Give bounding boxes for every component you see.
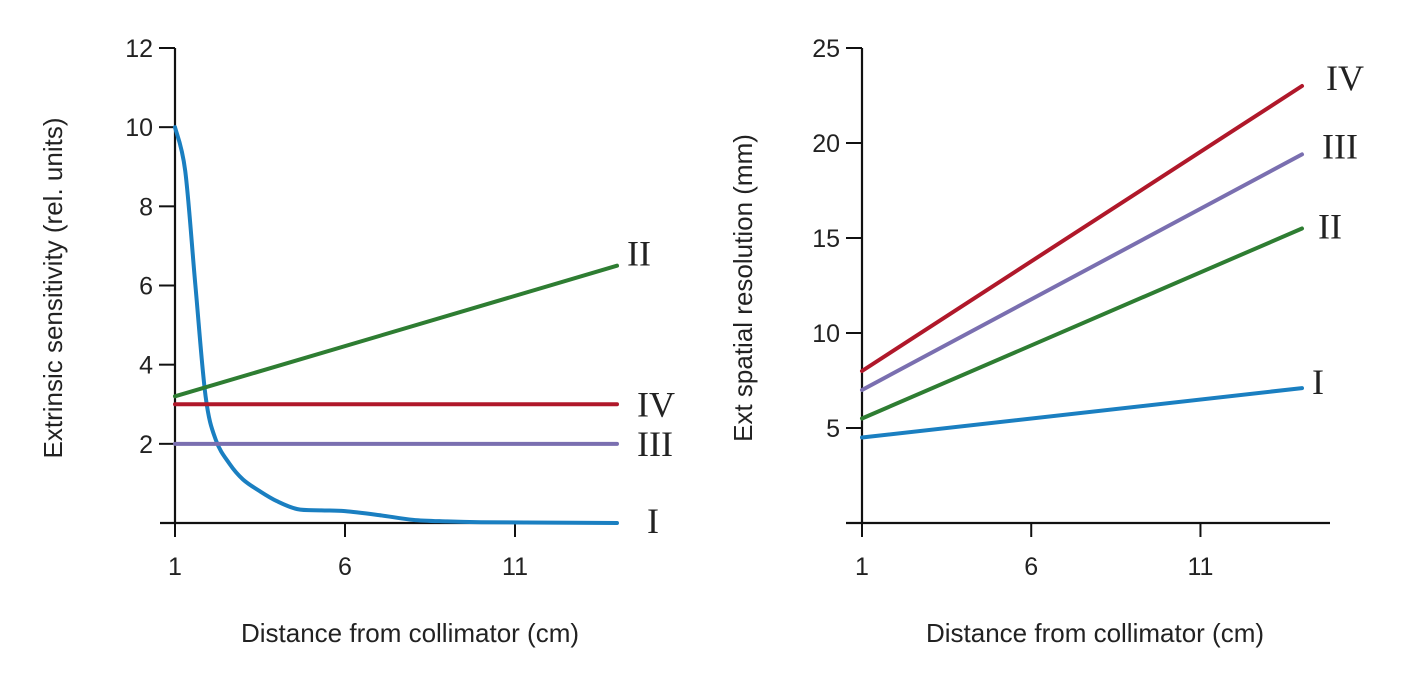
y-axis-title: Extrinsic sensitivity (rel. units)	[38, 118, 68, 459]
y-tick-label: 5	[826, 415, 840, 443]
y-tick-label: 6	[139, 273, 153, 301]
x-axis-title: Distance from collimator (cm)	[241, 618, 579, 648]
series-label-iv: IV	[1326, 58, 1364, 98]
x-tick-label: 1	[855, 553, 869, 581]
series-label-ii: II	[627, 234, 651, 274]
series-line-iii	[860, 152, 1304, 392]
y-tick-label: 8	[139, 193, 153, 221]
series-label-i: I	[647, 501, 659, 541]
series-line-ii	[860, 226, 1304, 421]
series-line-i	[173, 125, 619, 525]
series-line-i	[860, 386, 1304, 440]
series-label-i: I	[1312, 362, 1324, 402]
x-tick-label: 6	[338, 553, 352, 581]
y-tick-label: 12	[125, 35, 153, 63]
y-tick-label: 15	[812, 225, 840, 253]
y-tick-label: 4	[139, 352, 153, 380]
series-label-iv: IV	[637, 384, 675, 424]
y-tick-label: 2	[139, 431, 153, 459]
series-label-iii: III	[637, 424, 673, 464]
series-label-ii: II	[1318, 207, 1342, 247]
x-axis-title: Distance from collimator (cm)	[926, 618, 1264, 648]
y-tick-label: 10	[125, 114, 153, 142]
sensitivity-chart: 2 4 6 8 10 12 1 6 11 Distance from collimator (cm…	[38, 35, 675, 648]
series-label-iii: III	[1322, 126, 1358, 166]
x-tick-label: 6	[1024, 553, 1038, 581]
resolution-chart: 5 10 15 20 25 1 6 11 Distance from collimator (c…	[728, 35, 1364, 648]
y-tick-label: 20	[812, 130, 840, 158]
y-tick-label: 10	[812, 320, 840, 348]
series-line-ii	[173, 263, 619, 399]
series-line-iv	[860, 84, 1304, 373]
x-tick-label: 11	[502, 553, 528, 581]
x-tick-label: 11	[1187, 553, 1213, 581]
x-tick-label: 1	[168, 553, 182, 581]
y-axis-title: Ext spatial resolution (mm)	[728, 134, 758, 442]
y-tick-label: 25	[812, 35, 840, 63]
